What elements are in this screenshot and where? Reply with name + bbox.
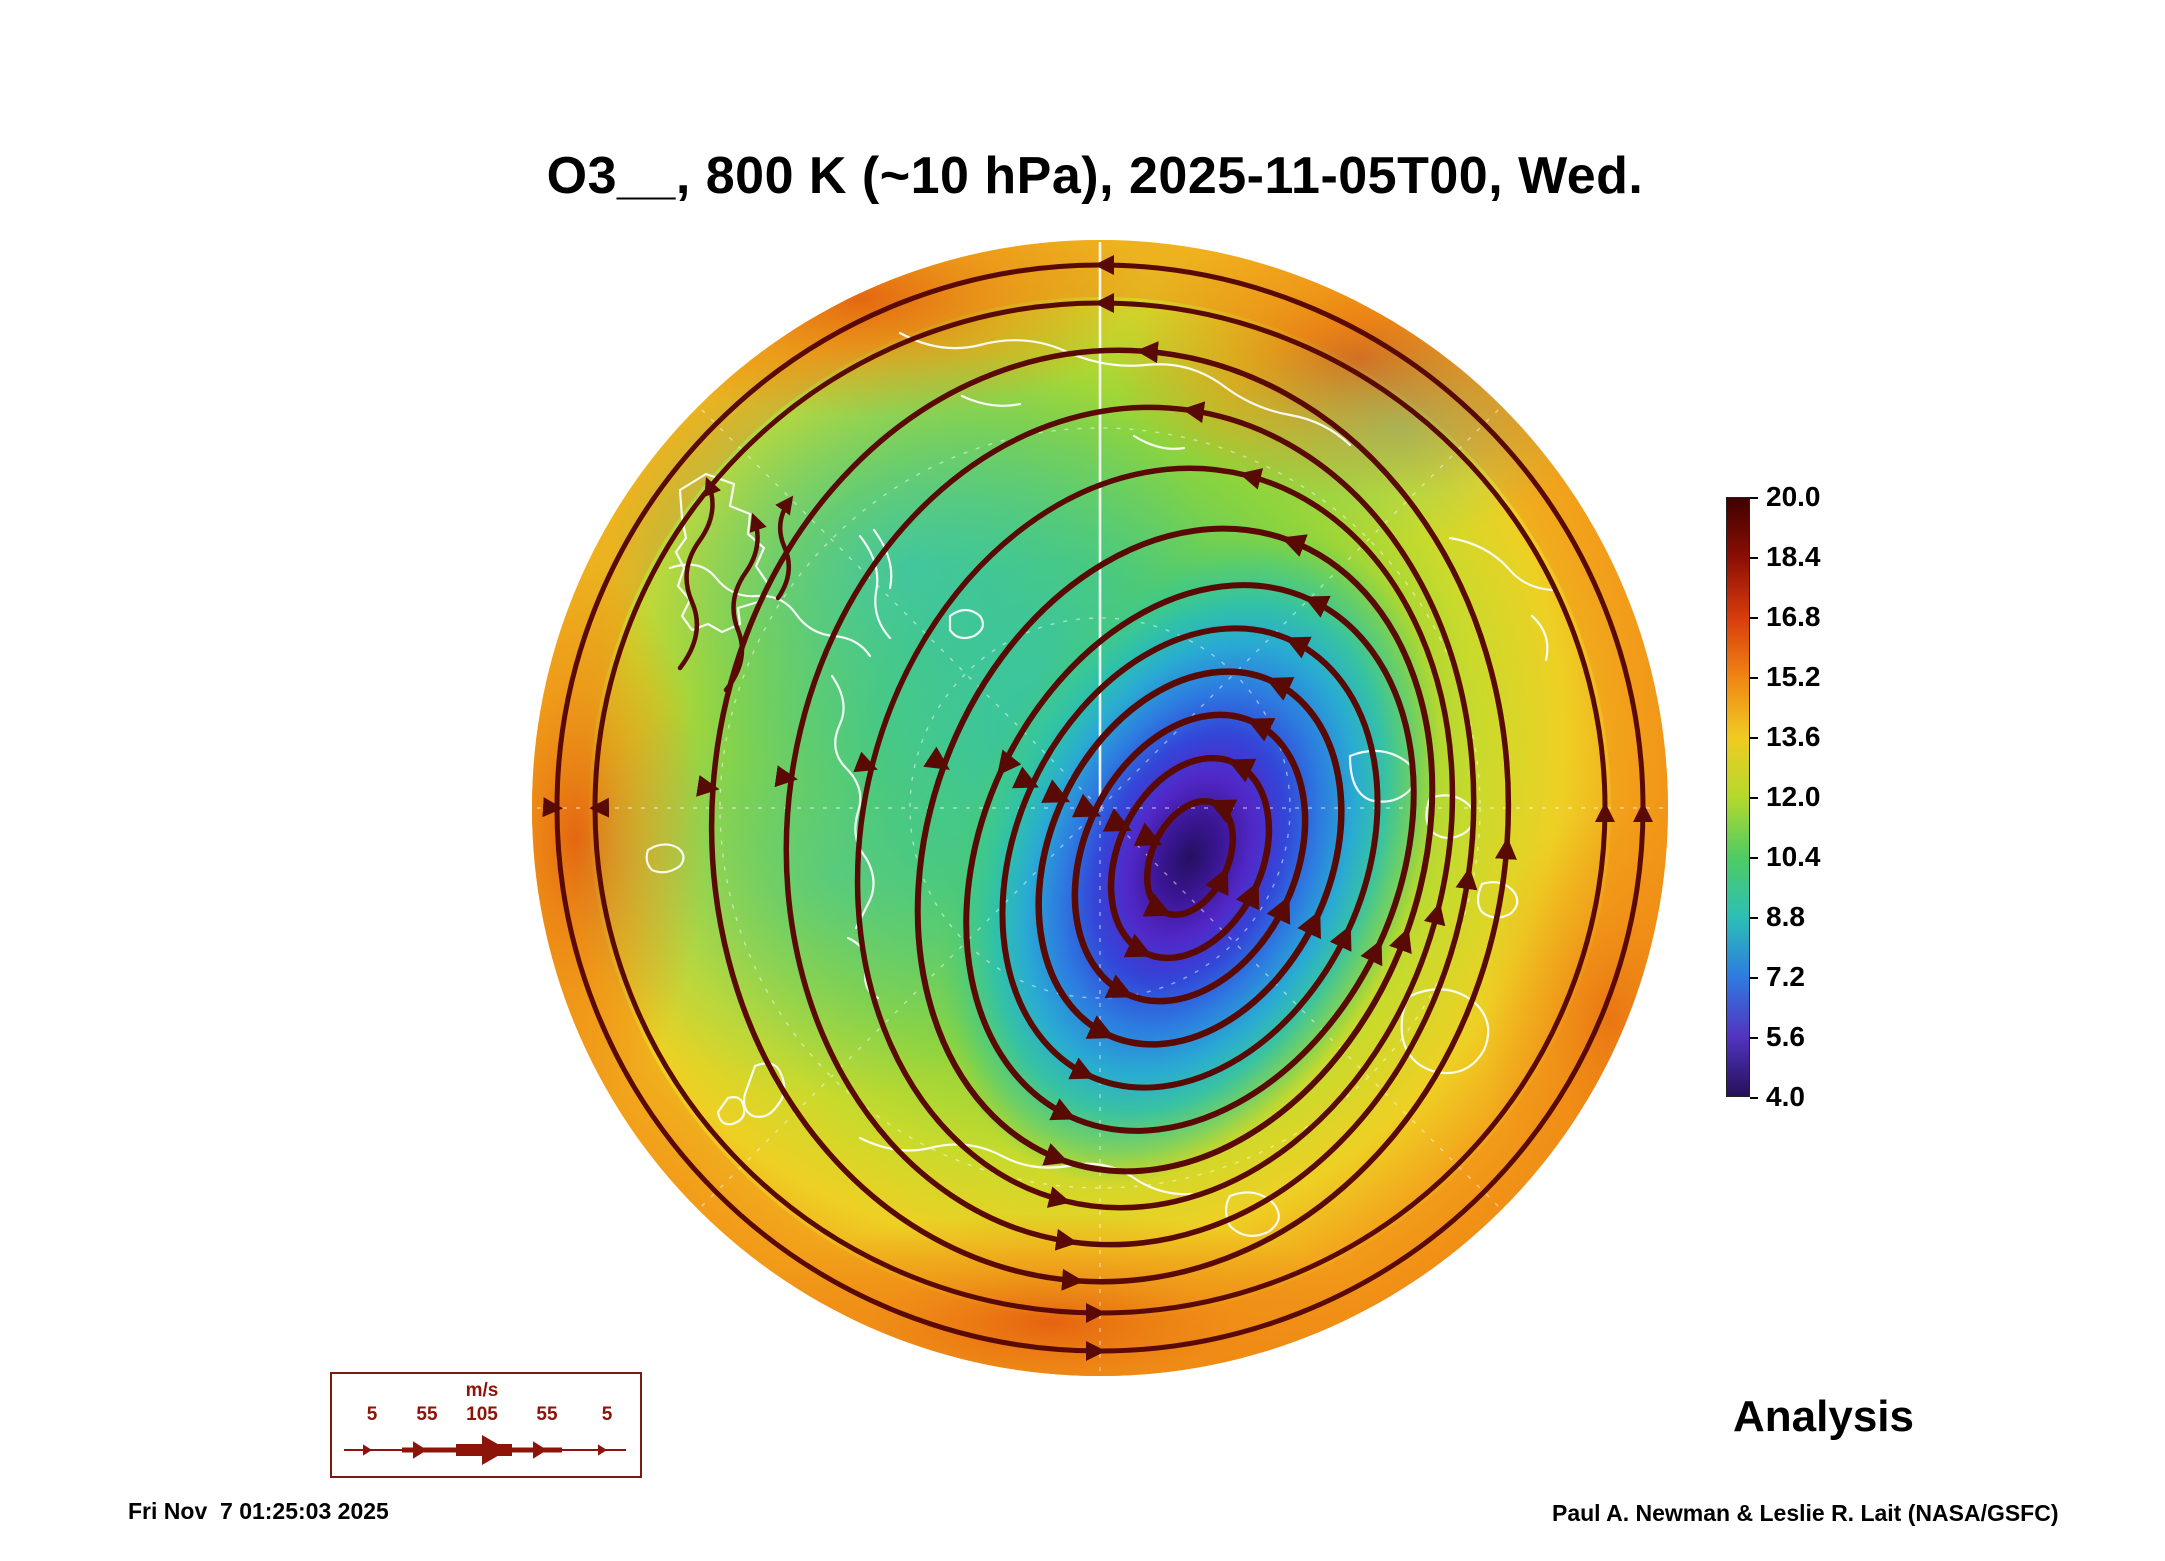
meridian-line [697, 405, 1101, 809]
polar-map-svg [532, 240, 1668, 1376]
wind-speed-label: 55 [536, 1404, 558, 1425]
wind-speed-label: 5 [602, 1404, 613, 1425]
coastline [716, 1062, 786, 1126]
colorbar-tick-label: 16.8 [1750, 601, 1821, 632]
credit-line: Paul A. Newman & Leslie R. Lait (NASA/GS… [1552, 1500, 2059, 1526]
wind-units-label: m/s [466, 1380, 499, 1401]
colorbar-tick-label: 12.0 [1750, 781, 1821, 812]
colorbar-tick-label: 4.0 [1750, 1081, 1805, 1112]
wind-arrowhead [598, 1444, 607, 1456]
colorbar-tick-label: 20.0 [1750, 481, 1821, 512]
plot-title: O3__, 800 K (~10 hPa), 2025-11-05T00, We… [546, 147, 1644, 205]
wind-arrowhead [533, 1441, 547, 1459]
wind-speed-label: 105 [466, 1404, 498, 1425]
colorbar-tick-label: 7.2 [1750, 961, 1805, 992]
streamline [775, 495, 794, 601]
coastline [858, 528, 893, 640]
wind-arrowhead [482, 1435, 508, 1465]
colorbar-tick-label: 5.6 [1750, 1021, 1805, 1052]
wind-speed-legend: m/s 5 55 105 55 5 [330, 1372, 642, 1482]
wind-legend-svg: m/s 5 55 105 55 5 [330, 1372, 642, 1478]
wind-speed-label: 5 [367, 1404, 378, 1425]
colorbar-tick-label: 15.2 [1750, 661, 1821, 692]
creation-timestamp: Fri Nov 7 01:25:03 2025 [128, 1498, 389, 1524]
wind-arrow-glyph [344, 1435, 626, 1465]
meridian-line [697, 807, 1101, 1211]
colorbar-tick-label: 18.4 [1750, 541, 1821, 572]
streamlines-layer [554, 265, 1643, 1351]
colorbar-gradient [1726, 497, 1750, 1097]
ozone-teal-patch [1220, 318, 1580, 538]
wind-arrowhead [413, 1441, 427, 1459]
polar-map [530, 238, 1670, 1378]
streamline [723, 512, 767, 693]
coastline [948, 608, 985, 640]
colorbar-labels: 20.0 18.4 16.8 15.2 13.6 12.0 10.4 8.8 7… [1750, 483, 1890, 1111]
colorbar-tick-label: 13.6 [1750, 721, 1821, 752]
map-layers [532, 240, 1668, 1376]
coastline [645, 843, 685, 874]
colorbar-tick-label: 8.8 [1750, 901, 1805, 932]
streamline [554, 265, 1643, 1351]
colorbar-tick-label: 10.4 [1750, 841, 1821, 872]
streamline [677, 476, 722, 671]
coastline [674, 472, 770, 634]
analysis-label: Analysis [1733, 1392, 1914, 1441]
wind-arrowhead [363, 1444, 372, 1456]
wind-speed-label: 55 [416, 1404, 438, 1425]
